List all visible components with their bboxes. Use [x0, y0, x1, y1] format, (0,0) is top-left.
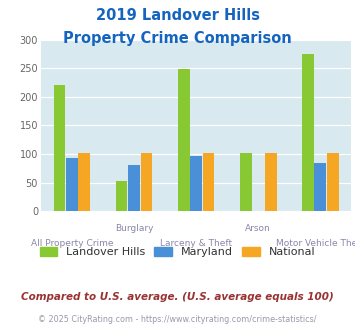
Text: Arson: Arson: [245, 224, 271, 233]
Bar: [128, 165, 140, 211]
Bar: [302, 54, 314, 211]
Legend: Landover Hills, Maryland, National: Landover Hills, Maryland, National: [35, 243, 320, 262]
Bar: [327, 153, 339, 211]
Text: 2019 Landover Hills: 2019 Landover Hills: [95, 8, 260, 23]
Bar: [315, 163, 326, 211]
Text: © 2025 CityRating.com - https://www.cityrating.com/crime-statistics/: © 2025 CityRating.com - https://www.city…: [38, 315, 317, 324]
Bar: [240, 153, 252, 211]
Bar: [190, 156, 202, 211]
Bar: [141, 153, 152, 211]
Bar: [78, 153, 90, 211]
Bar: [178, 69, 190, 211]
Bar: [54, 85, 65, 211]
Bar: [265, 153, 277, 211]
Text: Larceny & Theft: Larceny & Theft: [160, 239, 232, 248]
Bar: [66, 158, 78, 211]
Text: Burglary: Burglary: [115, 224, 153, 233]
Text: Motor Vehicle Theft: Motor Vehicle Theft: [277, 239, 355, 248]
Bar: [116, 181, 127, 211]
Text: Property Crime Comparison: Property Crime Comparison: [63, 31, 292, 46]
Bar: [203, 153, 214, 211]
Text: All Property Crime: All Property Crime: [31, 239, 113, 248]
Text: Compared to U.S. average. (U.S. average equals 100): Compared to U.S. average. (U.S. average …: [21, 292, 334, 302]
